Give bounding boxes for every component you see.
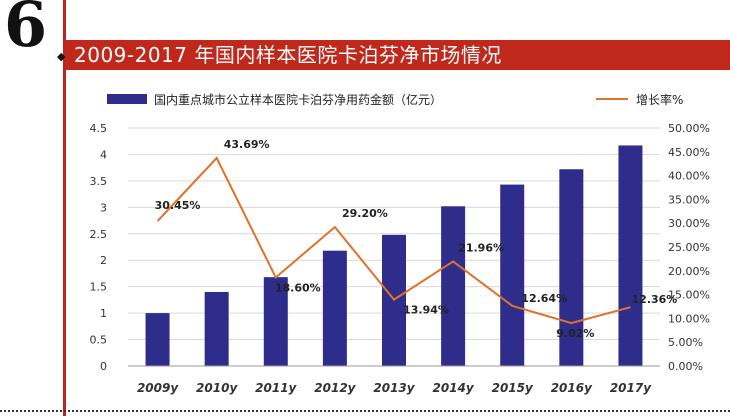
left-tick-label: 4 [100, 148, 107, 161]
right-tick-label: 10.00% [668, 312, 710, 325]
x-tick-label: 2015y [492, 381, 534, 395]
legend-bar-swatch [107, 94, 147, 104]
left-tick-label: 2 [100, 254, 107, 267]
left-tick-label: 0 [100, 360, 107, 373]
diamond-bullet-icon: ◆ [57, 50, 66, 63]
right-tick-label: 5.00% [668, 336, 703, 349]
growth-data-label: 12.36% [632, 293, 678, 306]
x-tick-label: 2012y [314, 381, 356, 395]
legend-line-label: 增长率% [636, 92, 683, 107]
page-number: 6 [4, 0, 48, 61]
bar [500, 184, 525, 366]
chart-title: 2009-2017 年国内样本医院卡泊芬净市场情况 [74, 43, 502, 67]
x-tick-label: 2011y [255, 381, 297, 395]
x-tick-label: 2017y [610, 381, 652, 395]
growth-data-label: 12.64% [521, 292, 567, 305]
x-tick-label: 2013y [373, 381, 415, 395]
legend: 国内重点城市公立样本医院卡泊芬净用药金额（亿元） 增长率% [107, 92, 683, 107]
bar [441, 206, 466, 366]
left-tick-label: 0.5 [90, 334, 108, 347]
line-series [156, 156, 631, 325]
bar [618, 145, 643, 366]
right-axis: 0.00% 5.00% 10.00% 15.00% 20.00% 25.00% 30.00%… [668, 122, 710, 373]
right-tick-label: 30.00% [668, 217, 710, 230]
right-tick-label: 45.00% [668, 146, 710, 159]
growth-data-label: 30.45% [155, 199, 201, 212]
right-tick-label: 0.00% [668, 360, 703, 373]
left-rule [63, 0, 66, 416]
bar [559, 169, 584, 366]
bar-series [145, 145, 643, 366]
title-band [66, 40, 730, 70]
left-tick-label: 3 [100, 201, 107, 214]
left-axis: 0 0.5 1 1.5 2 2.5 3 3.5 4 4.5 [90, 122, 108, 373]
x-tick-label: 2016y [551, 381, 593, 395]
x-axis: 2009y 2010y 2011y 2012y 2013y 2014y 2015y 2016y… [128, 365, 660, 395]
right-tick-label: 50.00% [668, 122, 710, 135]
right-tick-label: 20.00% [668, 265, 710, 278]
x-tick-label: 2014y [432, 381, 474, 395]
bar [204, 291, 229, 366]
x-tick-label: 2009y [137, 381, 179, 395]
bottom-dotted-rule [0, 410, 730, 412]
growth-data-label: 43.69% [224, 138, 270, 151]
left-tick-label: 1 [100, 307, 107, 320]
bar [322, 250, 347, 366]
left-tick-label: 1.5 [90, 281, 108, 294]
growth-data-label: 9.02% [556, 327, 594, 340]
right-tick-label: 40.00% [668, 170, 710, 183]
left-tick-label: 2.5 [90, 228, 108, 241]
growth-data-label: 18.60% [275, 281, 321, 294]
right-tick-label: 35.00% [668, 193, 710, 206]
legend-bar-label: 国内重点城市公立样本医院卡泊芬净用药金额（亿元） [154, 92, 442, 107]
x-tick-label: 2010y [196, 381, 238, 395]
left-tick-label: 3.5 [90, 175, 108, 188]
growth-data-label: 29.20% [342, 207, 388, 220]
left-tick-label: 4.5 [90, 122, 108, 135]
right-tick-label: 25.00% [668, 241, 710, 254]
growth-data-label: 21.96% [458, 241, 504, 254]
right-tick-label: 15.00% [668, 289, 710, 302]
bar [263, 277, 288, 366]
growth-line [156, 156, 631, 325]
growth-data-label: 13.94% [403, 304, 449, 317]
bar [145, 313, 170, 366]
data-labels: 30.45% 43.69% 18.60% 29.20% 13.94% 21.96% 12.6… [155, 138, 678, 340]
